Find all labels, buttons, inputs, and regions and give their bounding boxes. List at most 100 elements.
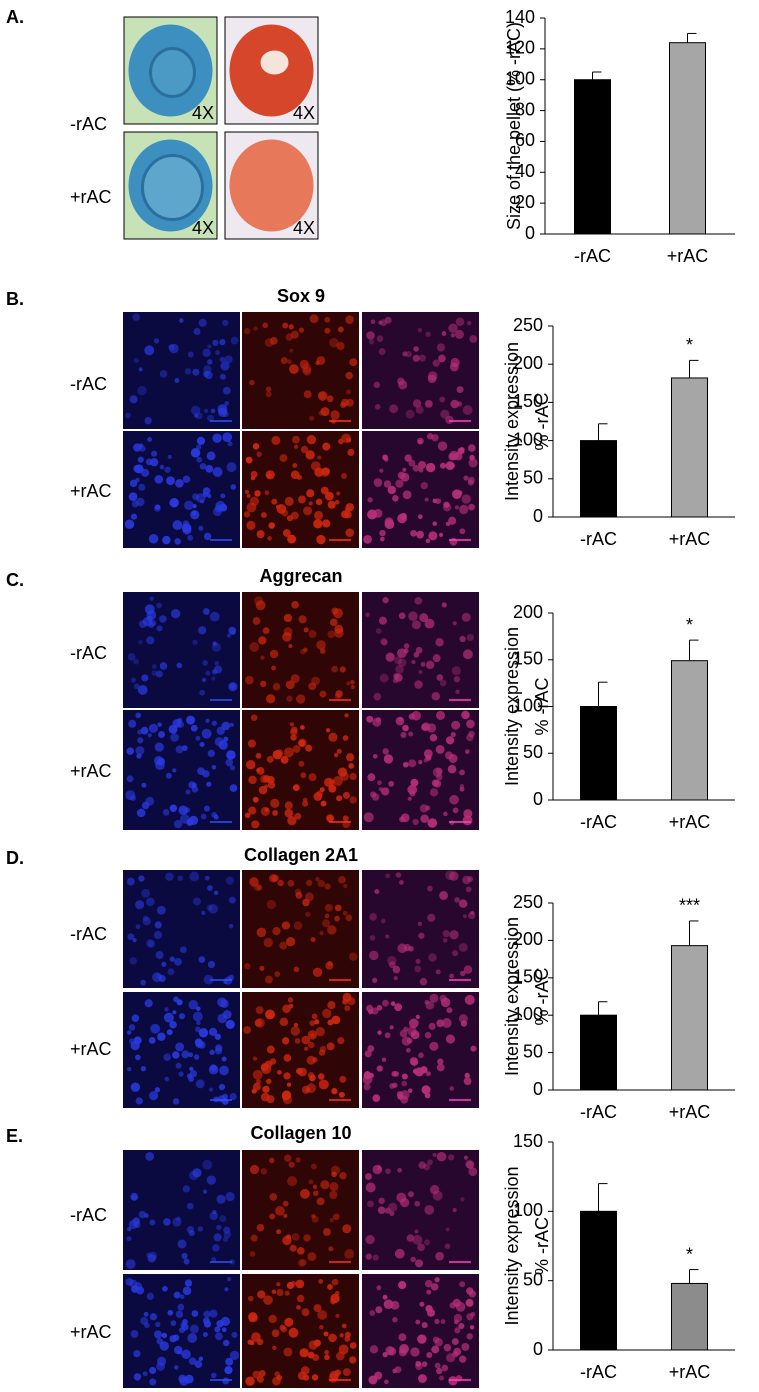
cell (316, 356, 326, 365)
cell (319, 931, 324, 936)
cell (418, 460, 427, 469)
cell (462, 649, 473, 660)
cell (409, 790, 416, 797)
cell (305, 450, 315, 460)
row-label: -rAC (70, 1205, 107, 1225)
cell (335, 1351, 345, 1361)
cell (201, 910, 206, 916)
cell (156, 905, 166, 915)
panel-label: B. (6, 289, 24, 309)
cell (425, 660, 435, 670)
cell (169, 501, 174, 506)
cell (187, 1333, 198, 1343)
cell (307, 1252, 317, 1261)
cell (270, 798, 280, 808)
cell (331, 1088, 338, 1095)
cell (444, 1243, 451, 1250)
cell (251, 1332, 261, 1342)
cell (379, 673, 389, 683)
cell (448, 516, 457, 525)
cell (451, 720, 461, 730)
cell (424, 1092, 431, 1099)
cell (203, 532, 212, 541)
cell (324, 903, 333, 912)
cell (184, 500, 194, 511)
cell (365, 1173, 372, 1180)
cell (289, 722, 295, 727)
cell (155, 951, 164, 960)
cell (285, 1234, 292, 1240)
cell (133, 1373, 142, 1381)
cell (430, 1283, 439, 1291)
cell (255, 1006, 264, 1015)
cell (177, 720, 185, 728)
cell (177, 1239, 187, 1249)
cell (189, 871, 200, 882)
y-tick-label: 100 (505, 68, 535, 88)
row-label: +rAC (70, 187, 112, 207)
cell (195, 1079, 205, 1089)
cell (303, 1234, 311, 1242)
cell (440, 997, 451, 1008)
cell (369, 1310, 376, 1316)
cell (175, 745, 184, 754)
cell (320, 407, 330, 417)
cell (328, 1333, 337, 1343)
cell (282, 529, 291, 537)
cell (283, 1054, 292, 1062)
cell (126, 1236, 132, 1242)
cell (395, 716, 405, 726)
cell (345, 528, 355, 537)
cell (414, 597, 423, 605)
cell (244, 489, 250, 494)
cell (170, 609, 181, 619)
cell (423, 1239, 431, 1246)
x-tick-label: -rAC (574, 246, 611, 266)
cell (266, 755, 274, 763)
cell (384, 1032, 391, 1039)
cell (169, 956, 175, 962)
cell (338, 875, 346, 884)
cell (162, 1285, 168, 1292)
cell (370, 319, 376, 325)
bar (671, 1282, 708, 1351)
cell (214, 1326, 221, 1333)
cell (349, 952, 358, 961)
cell (410, 1058, 419, 1066)
cell (167, 1309, 174, 1316)
cell (148, 534, 159, 544)
cell (439, 532, 444, 537)
cell (313, 519, 323, 529)
micrograph-bg (123, 870, 240, 988)
cell (158, 730, 166, 738)
cell (173, 1291, 181, 1299)
micrograph (362, 710, 479, 830)
cell (172, 520, 183, 531)
cell (192, 639, 198, 645)
cell (148, 723, 158, 733)
cell (225, 1191, 235, 1202)
cell (145, 1151, 155, 1161)
cell (247, 1295, 254, 1302)
cell (436, 1019, 445, 1028)
cell (417, 327, 423, 333)
cell (410, 1030, 420, 1040)
cell (470, 910, 475, 915)
cell (153, 338, 160, 344)
cell (309, 415, 315, 421)
micrograph-bg (362, 992, 479, 1108)
cell (185, 789, 191, 795)
cell (466, 1160, 475, 1169)
cell (244, 963, 251, 970)
micrograph (362, 1274, 479, 1388)
cell (337, 326, 344, 333)
cell (439, 891, 449, 900)
cell (395, 665, 404, 674)
cell (260, 1168, 268, 1175)
cell (402, 351, 408, 357)
cell (403, 643, 410, 649)
cell (415, 1319, 421, 1325)
cell (394, 1248, 405, 1259)
cell (378, 1197, 385, 1205)
cell (309, 1020, 316, 1027)
